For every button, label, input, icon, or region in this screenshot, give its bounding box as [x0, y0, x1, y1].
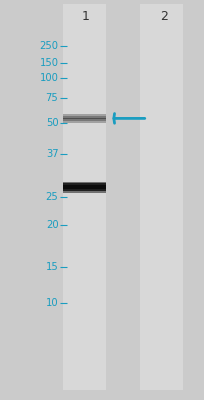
Text: 100: 100	[39, 72, 58, 82]
Text: 20: 20	[45, 220, 58, 230]
Bar	[62, 187, 105, 189]
Bar	[62, 119, 105, 121]
Bar	[62, 191, 105, 193]
Bar	[62, 118, 105, 119]
Text: 1: 1	[82, 10, 90, 23]
Text: 2: 2	[159, 10, 167, 23]
Text: 25: 25	[45, 192, 58, 202]
Text: 50: 50	[45, 118, 58, 128]
Text: 10: 10	[45, 298, 58, 308]
Text: 75: 75	[45, 93, 58, 103]
Bar	[62, 116, 105, 118]
Bar	[62, 182, 105, 184]
Text: 15: 15	[45, 262, 58, 272]
Bar	[62, 114, 105, 116]
Text: 250: 250	[39, 41, 58, 51]
Text: 37: 37	[45, 149, 58, 159]
Bar	[140, 4, 183, 390]
Text: 150: 150	[39, 58, 58, 68]
Bar	[62, 189, 105, 191]
Bar	[62, 185, 105, 187]
Bar	[62, 184, 105, 185]
Bar	[62, 4, 105, 390]
Bar	[62, 121, 105, 123]
